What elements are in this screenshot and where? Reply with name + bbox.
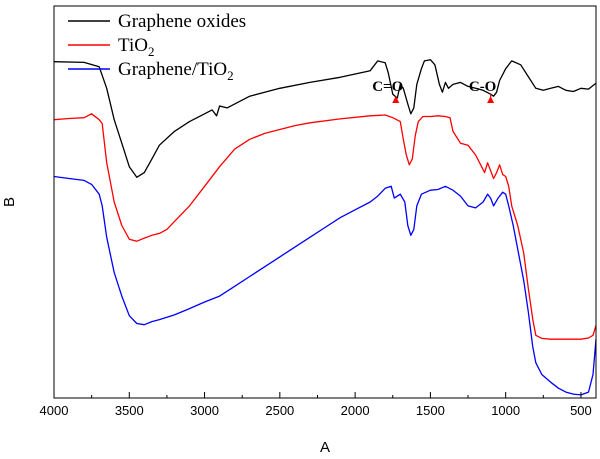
x-axis-ticks: 4000 3500 3000 2500 2000 1500 1000 500	[40, 392, 592, 418]
legend-label: Graphene/TiO2	[118, 59, 234, 83]
legend-label: TiO2	[118, 35, 154, 59]
x-tick-label: 3000	[190, 403, 219, 418]
series-line-tio2	[53, 113, 597, 340]
annotation-arrow-head	[392, 96, 400, 103]
annotation-arrow-head	[487, 96, 495, 103]
x-tick-label: 1500	[416, 403, 445, 418]
plot-frame	[53, 5, 597, 399]
peak-annotations: C=O C-O	[372, 79, 496, 103]
x-tick-label: 2000	[341, 403, 370, 418]
y-axis-title: B	[1, 197, 18, 207]
plot-area	[53, 59, 597, 396]
series-line-graphene-oxides	[53, 59, 597, 178]
x-tick-label: 4000	[40, 403, 69, 418]
annotation-label: C=O	[372, 79, 403, 95]
legend-label: Graphene oxides	[118, 11, 246, 32]
annotation-label: C-O	[469, 79, 497, 95]
x-tick-label: 1000	[491, 403, 520, 418]
x-tick-label: 3500	[115, 403, 144, 418]
x-tick-label: 2500	[265, 403, 294, 418]
x-tick-label: 500	[570, 403, 592, 418]
series-line-graphene-tio2	[53, 175, 597, 396]
x-axis-title: A	[320, 439, 330, 456]
